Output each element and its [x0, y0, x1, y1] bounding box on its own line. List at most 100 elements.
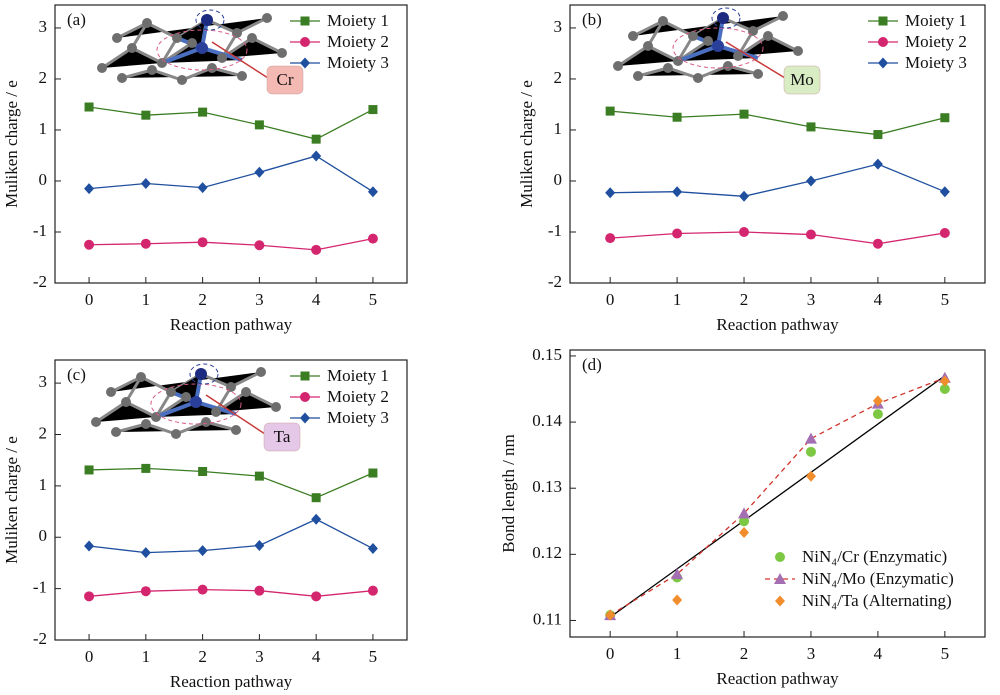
x-tick-label: 2: [740, 644, 749, 663]
y-tick-label: 0.12: [532, 543, 562, 562]
marker: [254, 166, 265, 178]
legend-marker: [775, 595, 785, 607]
legend-label: NiN₄/Cr (Enzymatic): [802, 547, 947, 566]
y-axis-label: Muliken charge / e: [517, 80, 536, 208]
marker: [939, 228, 950, 239]
marker: [873, 130, 883, 140]
marker: [254, 120, 264, 130]
legend-marker: [878, 57, 888, 69]
marker: [805, 446, 816, 457]
x-tick-label: 5: [941, 644, 950, 663]
legend-label: Moiety 3: [905, 53, 967, 72]
marker: [84, 183, 95, 195]
marker: [140, 547, 151, 559]
y-tick-label: 0.15: [532, 345, 562, 364]
pointer-line: [211, 41, 269, 79]
marker: [141, 463, 151, 473]
marker: [198, 466, 208, 476]
x-tick-label: 1: [142, 647, 151, 666]
marker: [311, 150, 322, 162]
legend-marker: [300, 371, 310, 381]
legend-label: Moiety 2: [327, 387, 389, 406]
marker: [738, 507, 751, 519]
x-tick-label: 3: [255, 290, 264, 309]
marker: [311, 134, 321, 144]
y-tick-label: 2: [39, 423, 48, 442]
marker: [940, 113, 950, 123]
marker: [605, 106, 615, 116]
annotation-box: [266, 65, 304, 95]
plot-frame: [54, 4, 408, 284]
marker: [197, 584, 208, 595]
y-tick-label: 0.13: [532, 477, 562, 496]
legend-label: Moiety 1: [327, 366, 389, 385]
plot-frame: [569, 349, 986, 638]
marker: [368, 468, 378, 478]
y-tick-label: 0: [554, 170, 563, 189]
pointer-line: [205, 394, 266, 435]
x-axis-label: Reaction pathway: [716, 669, 839, 688]
x-tick-label: 4: [312, 290, 321, 309]
marker: [311, 591, 322, 602]
annotation-box: [783, 65, 821, 95]
x-axis-label: Reaction pathway: [170, 315, 293, 334]
y-tick-label: 0: [39, 170, 48, 189]
y-tick-label: -2: [33, 629, 47, 648]
series-line: [89, 467, 374, 499]
marker: [605, 609, 616, 621]
x-tick-label: 0: [606, 290, 615, 309]
x-tick-label: 0: [606, 644, 615, 663]
marker: [311, 513, 322, 525]
fit-line: [609, 375, 946, 618]
series-line: [610, 110, 945, 136]
marker: [739, 109, 749, 119]
marker: [672, 594, 683, 606]
marker: [84, 239, 95, 250]
series-line: [610, 163, 946, 197]
y-tick-label: -2: [548, 272, 562, 291]
x-tick-label: 0: [85, 290, 94, 309]
marker: [739, 190, 750, 202]
x-tick-label: 3: [807, 644, 816, 663]
legend-marker: [878, 16, 888, 26]
marker: [368, 105, 378, 115]
y-tick-label: 0.11: [533, 609, 562, 628]
legend-label: Moiety 1: [905, 11, 967, 30]
y-tick-label: 1: [554, 119, 563, 138]
marker: [739, 516, 750, 527]
x-tick-label: 4: [874, 290, 883, 309]
y-tick-label: -2: [33, 272, 47, 291]
marker: [939, 375, 950, 387]
x-tick-label: 3: [255, 647, 264, 666]
marker: [605, 187, 616, 199]
y-tick-label: -1: [33, 578, 47, 597]
series-line: [89, 589, 373, 597]
legend-marker: [774, 573, 786, 584]
marker: [739, 226, 750, 237]
marker: [367, 543, 378, 555]
legend-marker: [878, 37, 888, 47]
legend-marker: [300, 37, 310, 47]
marker: [254, 471, 264, 481]
marker: [197, 182, 208, 194]
x-tick-label: 3: [807, 290, 816, 309]
annotation-text: Cr: [277, 70, 294, 89]
legend-marker: [300, 16, 310, 26]
marker: [254, 240, 265, 251]
marker: [805, 470, 816, 482]
legend-label: Moiety 2: [327, 32, 389, 51]
y-axis-label: Muliken charge / e: [2, 80, 21, 208]
marker: [254, 585, 265, 596]
marker: [872, 395, 883, 407]
marker: [872, 158, 883, 170]
marker: [84, 591, 95, 602]
annotation-text: Mo: [790, 70, 814, 89]
marker: [739, 527, 750, 539]
marker: [672, 228, 683, 239]
marker: [311, 493, 321, 503]
series-line: [88, 518, 374, 554]
marker: [84, 465, 94, 475]
marker: [367, 186, 378, 198]
marker: [311, 244, 322, 255]
